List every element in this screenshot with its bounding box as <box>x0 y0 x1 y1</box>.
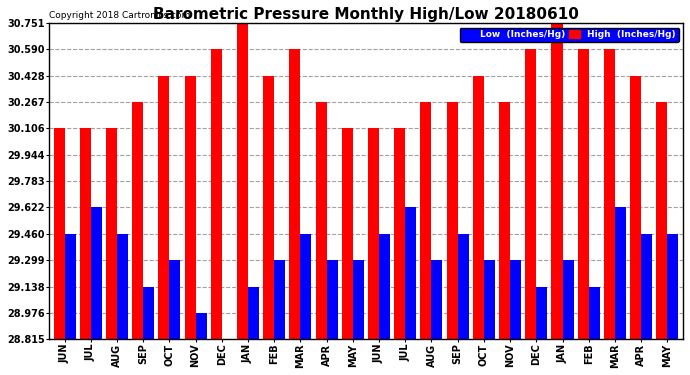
Bar <box>353 260 364 339</box>
Bar <box>159 76 170 339</box>
Bar <box>289 50 300 339</box>
Bar <box>394 129 405 339</box>
Bar <box>510 260 521 339</box>
Bar <box>315 102 326 339</box>
Text: Copyright 2018 Cartronics.com: Copyright 2018 Cartronics.com <box>49 11 190 20</box>
Bar <box>379 234 390 339</box>
Bar <box>274 260 285 339</box>
Bar <box>170 260 180 339</box>
Bar <box>185 76 196 339</box>
Bar <box>405 207 416 339</box>
Bar <box>117 234 128 339</box>
Bar <box>457 234 469 339</box>
Bar <box>237 23 248 339</box>
Bar <box>248 286 259 339</box>
Bar <box>536 286 547 339</box>
Bar <box>196 313 206 339</box>
Bar <box>525 50 536 339</box>
Bar <box>630 76 641 339</box>
Bar <box>91 207 102 339</box>
Bar <box>211 50 221 339</box>
Legend: Low  (Inches/Hg), High  (Inches/Hg): Low (Inches/Hg), High (Inches/Hg) <box>460 28 678 42</box>
Bar <box>431 260 442 339</box>
Bar <box>667 234 678 339</box>
Bar <box>300 234 311 339</box>
Bar <box>80 129 91 339</box>
Bar <box>641 234 652 339</box>
Bar <box>484 260 495 339</box>
Bar <box>562 260 573 339</box>
Bar <box>615 207 626 339</box>
Bar <box>656 102 667 339</box>
Bar <box>420 102 431 339</box>
Bar <box>65 234 76 339</box>
Bar <box>263 76 274 339</box>
Title: Barometric Pressure Monthly High/Low 20180610: Barometric Pressure Monthly High/Low 201… <box>153 7 579 22</box>
Bar <box>144 286 154 339</box>
Bar <box>589 286 600 339</box>
Bar <box>499 102 510 339</box>
Bar <box>551 23 562 339</box>
Bar <box>342 129 353 339</box>
Bar <box>604 50 615 339</box>
Bar <box>473 76 484 339</box>
Bar <box>326 260 337 339</box>
Bar <box>132 102 144 339</box>
Bar <box>106 129 117 339</box>
Bar <box>368 129 379 339</box>
Bar <box>578 50 589 339</box>
Bar <box>54 129 65 339</box>
Bar <box>446 102 457 339</box>
